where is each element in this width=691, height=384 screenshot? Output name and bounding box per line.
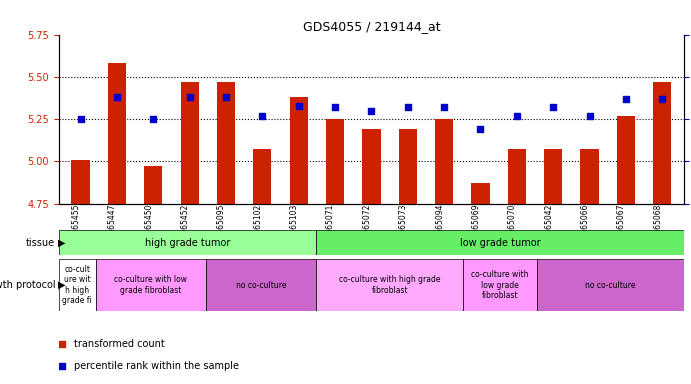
Bar xyxy=(471,183,490,204)
Bar xyxy=(108,63,126,204)
Text: percentile rank within the sample: percentile rank within the sample xyxy=(74,361,239,371)
Bar xyxy=(362,129,381,204)
Bar xyxy=(580,149,598,204)
Text: growth protocol: growth protocol xyxy=(0,280,55,290)
Point xyxy=(656,96,668,102)
Bar xyxy=(508,149,526,204)
Bar xyxy=(464,259,537,311)
Text: GSM665095: GSM665095 xyxy=(217,204,226,250)
Text: GSM665452: GSM665452 xyxy=(180,204,189,250)
Text: GSM665072: GSM665072 xyxy=(362,204,371,250)
Bar xyxy=(435,119,453,204)
Text: low grade tumor: low grade tumor xyxy=(460,238,540,248)
Text: ▶: ▶ xyxy=(58,280,66,290)
Text: GSM665070: GSM665070 xyxy=(508,204,517,250)
Bar xyxy=(59,230,316,255)
Point xyxy=(148,116,159,122)
Text: no co-culture: no co-culture xyxy=(585,281,636,290)
Bar xyxy=(217,82,235,204)
Bar xyxy=(326,119,344,204)
Point xyxy=(57,363,68,369)
Point xyxy=(584,113,595,119)
Bar xyxy=(544,149,562,204)
Text: co-culture with
low grade
fibroblast: co-culture with low grade fibroblast xyxy=(471,270,529,300)
Point xyxy=(439,104,450,110)
Point xyxy=(511,113,522,119)
Bar xyxy=(290,97,307,204)
Bar xyxy=(59,259,95,311)
Point xyxy=(330,104,341,110)
Text: co-cult
ure wit
h high
grade fi: co-cult ure wit h high grade fi xyxy=(62,265,92,305)
Text: GSM665073: GSM665073 xyxy=(399,204,408,250)
Text: ▶: ▶ xyxy=(58,238,66,248)
Text: GSM665069: GSM665069 xyxy=(471,204,480,250)
Point xyxy=(257,113,268,119)
Text: tissue: tissue xyxy=(26,238,55,248)
Point xyxy=(402,104,413,110)
Point xyxy=(293,103,304,109)
Text: GSM665066: GSM665066 xyxy=(580,204,589,250)
Point xyxy=(57,341,68,347)
Point xyxy=(548,104,559,110)
Bar xyxy=(653,82,672,204)
Text: GSM665102: GSM665102 xyxy=(254,204,263,250)
Text: GSM665455: GSM665455 xyxy=(72,204,81,250)
Text: GSM665042: GSM665042 xyxy=(545,204,553,250)
Text: GSM665067: GSM665067 xyxy=(617,204,626,250)
Bar xyxy=(71,160,90,204)
Text: GSM665450: GSM665450 xyxy=(144,204,153,250)
Text: GSM665071: GSM665071 xyxy=(326,204,335,250)
Text: GSM665103: GSM665103 xyxy=(290,204,299,250)
Text: high grade tumor: high grade tumor xyxy=(145,238,230,248)
Point xyxy=(111,94,122,100)
Bar xyxy=(206,259,316,311)
Bar xyxy=(316,230,684,255)
Text: no co-culture: no co-culture xyxy=(236,281,286,290)
Bar xyxy=(617,116,635,204)
Bar xyxy=(316,259,464,311)
Title: GDS4055 / 219144_at: GDS4055 / 219144_at xyxy=(303,20,440,33)
Bar xyxy=(95,259,206,311)
Point xyxy=(75,116,86,122)
Point xyxy=(184,94,195,100)
Bar xyxy=(180,82,199,204)
Point xyxy=(366,108,377,114)
Point xyxy=(220,94,231,100)
Point xyxy=(621,96,632,102)
Text: GSM665447: GSM665447 xyxy=(108,204,117,250)
Bar xyxy=(537,259,684,311)
Text: co-culture with high grade
fibroblast: co-culture with high grade fibroblast xyxy=(339,275,441,295)
Text: co-culture with low
grade fibroblast: co-culture with low grade fibroblast xyxy=(114,275,187,295)
Text: GSM665094: GSM665094 xyxy=(435,204,444,250)
Bar xyxy=(399,129,417,204)
Text: transformed count: transformed count xyxy=(74,339,164,349)
Bar xyxy=(144,166,162,204)
Text: GSM665068: GSM665068 xyxy=(653,204,662,250)
Point xyxy=(475,126,486,132)
Bar xyxy=(253,149,272,204)
